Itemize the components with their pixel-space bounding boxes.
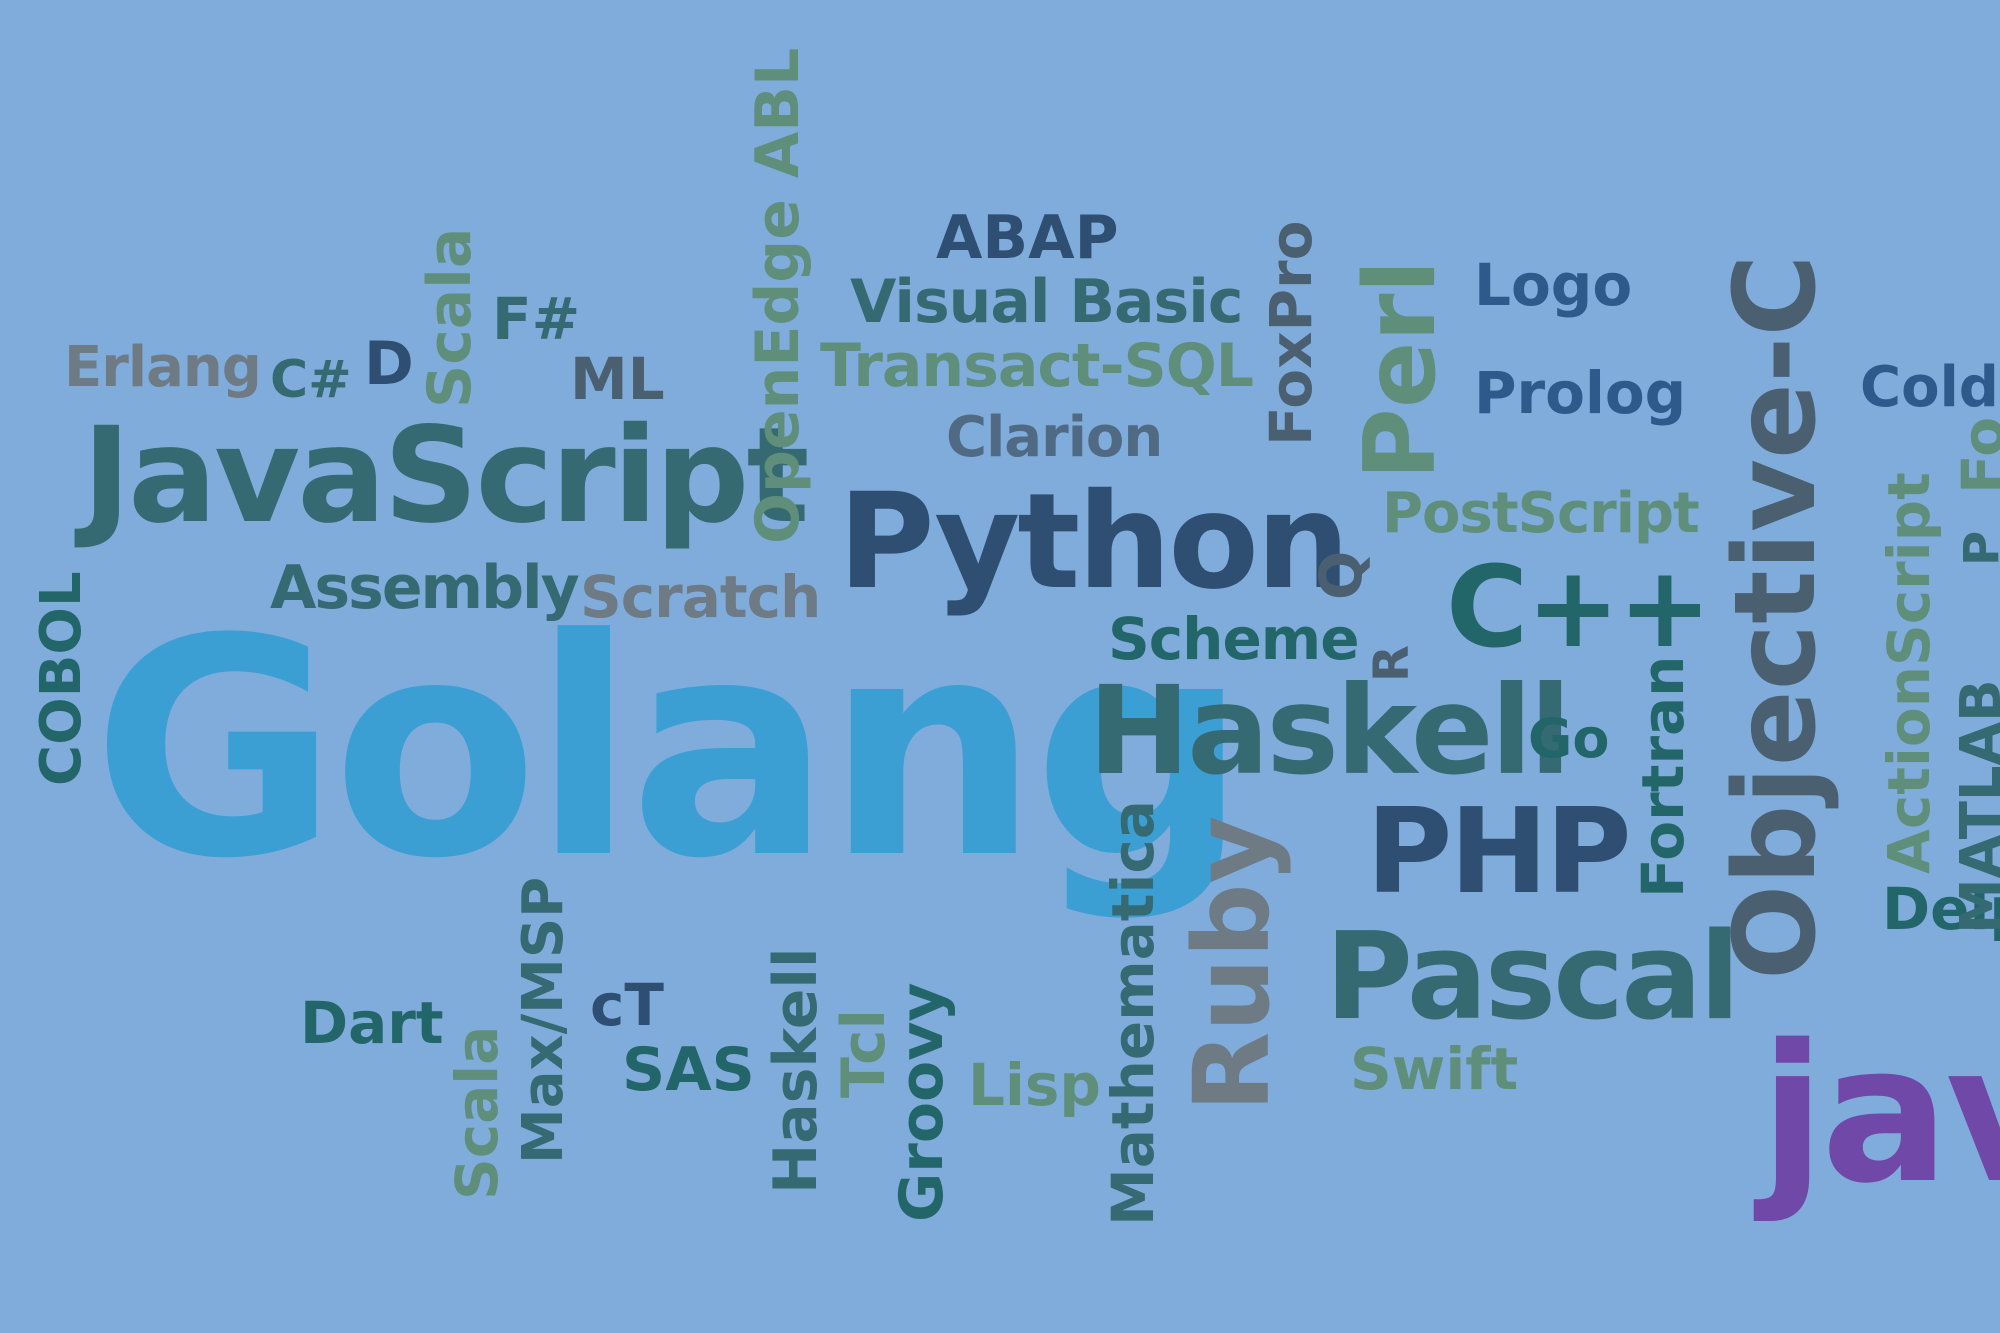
word-q: Q <box>1307 550 1375 600</box>
word-max-msp: Max/MSP <box>511 876 576 1164</box>
word-csharp: C# <box>270 350 352 410</box>
word-foxpro: FoxPro <box>1257 220 1325 447</box>
word-scala-bottom: Scala <box>443 1025 511 1200</box>
word-p: P <box>1954 531 2000 566</box>
word-php: PHP <box>1366 782 1632 920</box>
word-javascript: JavaScript <box>82 399 810 553</box>
word-python: Python <box>838 465 1350 619</box>
word-delphi: Delp <box>1882 875 2000 943</box>
word-matlab: MATLAB <box>1949 679 2000 934</box>
word-perl: Perl <box>1344 259 1458 480</box>
word-prolog: Prolog <box>1474 359 1687 427</box>
word-objective-c: Objective-C <box>1711 254 1841 980</box>
word-clarion: Clarion <box>946 405 1163 470</box>
word-ct: cT <box>590 971 664 1039</box>
word-swift: Swift <box>1350 1035 1519 1103</box>
word-abap: ABAP <box>936 203 1119 273</box>
word-pascal: Pascal <box>1325 908 1740 1047</box>
word-groovy: Groovy <box>887 982 957 1222</box>
word-actionscript: ActionScript <box>1875 472 1943 874</box>
word-openedge-abl: OpenEdge ABL <box>743 47 813 544</box>
word-assembly: Assembly <box>270 553 580 623</box>
word-cpp: C++ <box>1446 543 1712 673</box>
word-sas: SAS <box>622 1035 755 1105</box>
word-fo: Fo <box>1949 416 2000 494</box>
word-mathematica: Mathematica <box>1099 800 1167 1226</box>
word-scheme: Scheme <box>1108 605 1360 673</box>
word-ruby: Ruby <box>1171 815 1293 1112</box>
word-fortran: Fortran <box>1629 655 1697 898</box>
word-haskell-small: Haskell <box>761 947 831 1194</box>
word-transact-sql: Transact-SQL <box>820 331 1254 401</box>
word-haskell-large: Haskell <box>1088 660 1571 802</box>
word-r: R <box>1364 645 1420 682</box>
word-cobol: COBOL <box>29 571 94 786</box>
word-go: Go <box>1528 707 1610 770</box>
word-fsharp: F# <box>492 285 581 353</box>
word-d: D <box>364 329 414 399</box>
word-golang: Golang <box>92 575 1248 924</box>
word-dart: Dart <box>300 989 444 1057</box>
word-ml: ML <box>570 345 665 413</box>
word-visual-basic: Visual Basic <box>850 267 1243 337</box>
word-tcl: Tcl <box>829 1008 899 1098</box>
word-java: java <box>1760 1004 2000 1225</box>
word-erlang: Erlang <box>64 335 262 400</box>
word-scratch: Scratch <box>580 563 821 631</box>
word-logo: Logo <box>1474 251 1633 319</box>
word-scala-top: Scala <box>415 227 485 408</box>
word-coldfusion: Cold <box>1860 355 1999 420</box>
word-postscript: PostScript <box>1382 481 1700 546</box>
word-lisp: Lisp <box>968 1051 1101 1119</box>
